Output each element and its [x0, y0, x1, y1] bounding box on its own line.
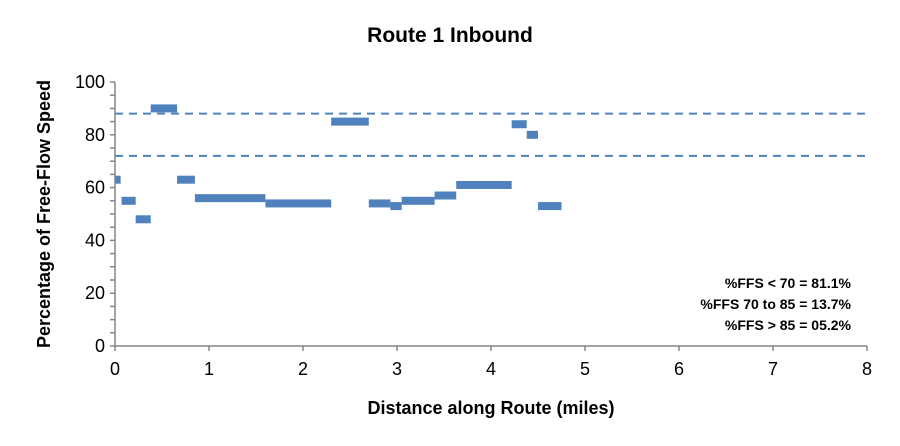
y-tick-label: 0 — [95, 336, 105, 356]
data-segment — [538, 202, 562, 211]
data-segment — [150, 104, 178, 113]
data-segment — [135, 215, 151, 224]
axes — [110, 81, 868, 351]
x-tick-label: 3 — [392, 359, 402, 379]
y-tick-label: 100 — [75, 72, 105, 92]
y-tick-label: 60 — [85, 178, 105, 198]
data-segment — [265, 199, 332, 208]
y-tick-label: 80 — [85, 125, 105, 145]
tick-labels: 0 20 40 60 80 100 0 1 2 3 4 5 6 7 8 — [75, 72, 872, 379]
data-segment — [401, 196, 435, 205]
x-tick-label: 2 — [298, 359, 308, 379]
data-segment — [434, 191, 457, 200]
x-tick-label: 0 — [110, 359, 120, 379]
summary-annotation: %FFS 70 to 85 = 13.7% — [700, 296, 851, 312]
data-segment — [526, 130, 538, 139]
data-segment — [368, 199, 391, 208]
y-tick-label: 20 — [85, 283, 105, 303]
summary-annotation: %FFS < 70 = 81.1% — [725, 275, 852, 291]
data-segment — [177, 175, 195, 184]
data-segment — [390, 202, 402, 211]
data-segment — [194, 194, 266, 203]
data-segment — [456, 180, 512, 189]
y-tick-label: 40 — [85, 230, 105, 250]
summary-annotations: %FFS < 70 = 81.1% %FFS 70 to 85 = 13.7% %F… — [700, 275, 851, 333]
chart-title: Route 1 Inbound — [367, 24, 533, 47]
x-tick-label: 7 — [768, 359, 778, 379]
summary-annotation: %FFS > 85 = 05.2% — [725, 317, 852, 333]
x-tick-label: 5 — [580, 359, 590, 379]
x-axis-title: Distance along Route (miles) — [367, 398, 614, 418]
data-segment — [331, 117, 369, 126]
y-axis-title: Percentage of Free-Flow Speed — [34, 80, 54, 348]
data-segment — [511, 120, 527, 129]
x-tick-label: 4 — [486, 359, 496, 379]
x-tick-label: 1 — [204, 359, 214, 379]
data-segments — [115, 104, 562, 224]
x-tick-label: 6 — [674, 359, 684, 379]
x-tick-label: 8 — [862, 359, 872, 379]
reference-lines — [115, 112, 867, 157]
data-segment — [115, 175, 121, 184]
data-segment — [121, 196, 136, 205]
